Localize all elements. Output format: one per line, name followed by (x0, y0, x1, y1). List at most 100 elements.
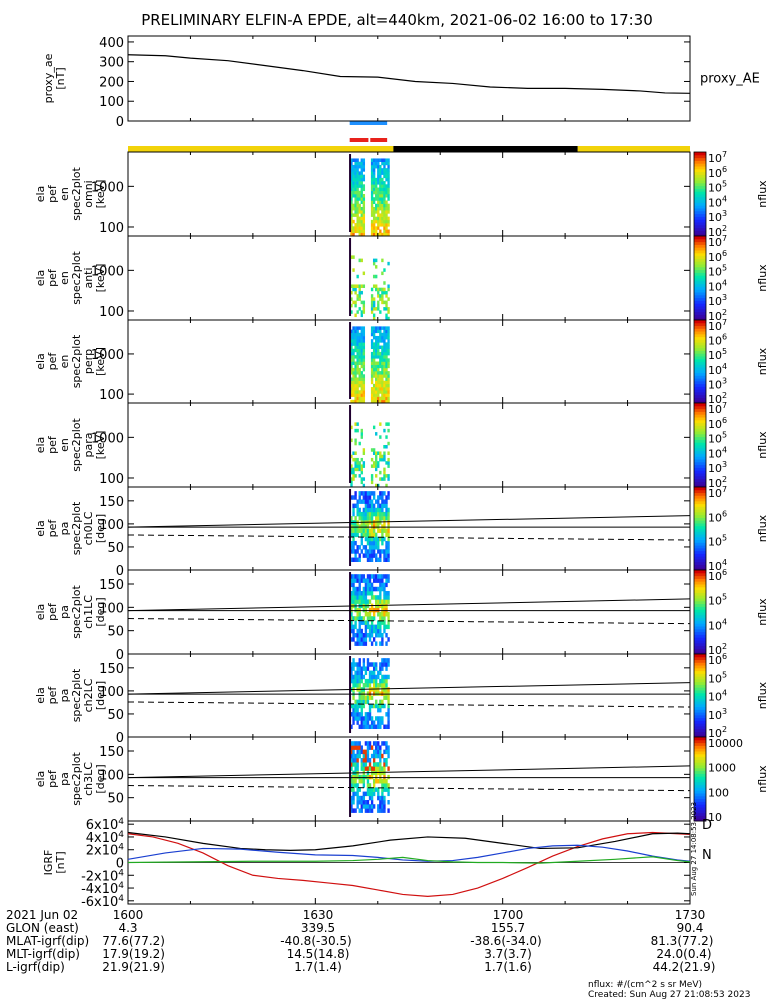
spectrogram-cell (364, 683, 368, 688)
spectrogram-cell (375, 724, 378, 729)
colorbar-tick-label: 104 (708, 617, 727, 632)
spectrogram-cell (381, 355, 384, 359)
spectrogram-cell (362, 339, 366, 343)
colorbar-tick-label: 102 (708, 642, 727, 657)
spectrogram-cell (385, 174, 388, 179)
spectrogram-cell (352, 578, 355, 583)
spectrogram-cell (385, 216, 388, 221)
colorbar-swatch (694, 500, 706, 505)
spectrogram-cell (350, 255, 353, 259)
spectrogram-cell (385, 511, 388, 517)
spectrogram-cell (360, 477, 363, 481)
colorbar-tick-label: 104 (708, 362, 727, 377)
spectrogram-cell (370, 300, 374, 305)
spectrogram-cell (368, 762, 372, 767)
spectrogram-cell (356, 712, 359, 717)
spectrogram-cell (385, 332, 388, 337)
spectrogram-cell (358, 724, 361, 729)
spectrogram-cell (358, 787, 361, 792)
colorbar-swatch (694, 807, 706, 811)
colorbar-swatch (694, 230, 706, 234)
spectrogram-cell (350, 766, 353, 771)
spectrogram-cell (385, 445, 388, 449)
colorbar-tick-label: 105 (708, 180, 727, 195)
y-axis-label: elapefpaspec2plotch3LC[deg] (34, 752, 107, 806)
spectrogram-cell (370, 345, 374, 350)
spectrogram-cell (350, 607, 353, 613)
colorbar-swatch (694, 681, 706, 685)
spectrogram-cell (350, 624, 353, 630)
series-line (127, 856, 691, 864)
spectrogram-cell (362, 232, 366, 236)
spectrogram-cell (372, 226, 376, 230)
spectrogram-cell (372, 316, 376, 320)
footer-value: -40.8(-30.5) (280, 934, 352, 948)
spectrogram-cell (356, 703, 359, 709)
spectrogram-cell (358, 662, 361, 667)
y-tick-label: 150 (99, 662, 124, 677)
spectrogram-cell (387, 787, 390, 792)
spectrogram-cell (387, 495, 390, 500)
spectrogram-cell (381, 511, 384, 517)
spectrogram-cell (356, 628, 359, 634)
spectrogram-cell (385, 316, 388, 320)
spectrogram-cell (356, 766, 359, 771)
colorbar-swatch (694, 425, 706, 429)
spectrogram-cell (372, 691, 376, 696)
spectrogram-cell (379, 766, 382, 771)
spectrogram-cell (383, 187, 386, 192)
spectrogram-cell (372, 507, 376, 513)
spectrogram-cell (381, 223, 384, 227)
spectrogram-cell (381, 177, 384, 182)
spectrogram-cell (360, 177, 363, 182)
colorbar-swatch (694, 517, 706, 521)
spectrogram-cell (354, 524, 357, 529)
spectrogram-cell (362, 637, 366, 642)
spectrogram-cell (350, 339, 353, 343)
spectrogram-cell (381, 213, 384, 217)
spectrogram-cell (383, 491, 386, 496)
spectrogram-cell (383, 628, 386, 634)
colorbar-swatch (694, 417, 706, 421)
colorbar-swatch (694, 801, 706, 805)
spectrogram-cell (372, 364, 376, 369)
spectrogram-cell (377, 383, 380, 388)
spectrogram-cell (350, 210, 353, 214)
spectrogram-cell (362, 364, 366, 369)
orbit-bar-yellow (128, 146, 394, 152)
spectrogram-cell (358, 297, 361, 301)
colorbar-swatch (694, 536, 706, 541)
colorbar-swatch (694, 350, 706, 354)
spectrogram-cell (354, 707, 357, 713)
spectrogram-cell (385, 184, 388, 188)
spectrogram-cell (358, 284, 361, 288)
spectrogram-cell (387, 745, 390, 750)
spectrogram-cell (385, 674, 388, 680)
colorbar-swatch (694, 456, 706, 460)
spectrogram-cell (360, 707, 363, 713)
spectrogram-cell (385, 758, 388, 763)
spectrogram-cell (354, 766, 357, 771)
colorbar-swatch (694, 322, 706, 327)
spectrogram-cell (350, 181, 353, 185)
spectrogram-cell (381, 791, 384, 797)
spectrogram-cell (364, 791, 368, 797)
spectrogram-cell (379, 422, 382, 426)
spectrogram-cell (358, 332, 361, 337)
colorbar-swatch (694, 545, 706, 549)
y-tick-label: 100 (99, 472, 124, 487)
spectrogram-cell (377, 724, 380, 729)
spectrogram-cell (360, 641, 363, 646)
spectrogram-cell (385, 161, 388, 166)
spectrogram-cell (354, 699, 357, 705)
spectrogram-cell (372, 683, 376, 688)
spectrogram-cell (350, 783, 353, 788)
spectrogram-cell (356, 595, 359, 600)
spectrogram-cell (350, 753, 353, 759)
spectrogram-cell (352, 666, 355, 671)
spectrogram-cell (379, 229, 382, 234)
spectrogram-cell (387, 616, 390, 621)
spectrogram-cell (381, 358, 384, 362)
colorbar-swatch (694, 809, 706, 814)
spectrogram-cell (372, 390, 376, 394)
